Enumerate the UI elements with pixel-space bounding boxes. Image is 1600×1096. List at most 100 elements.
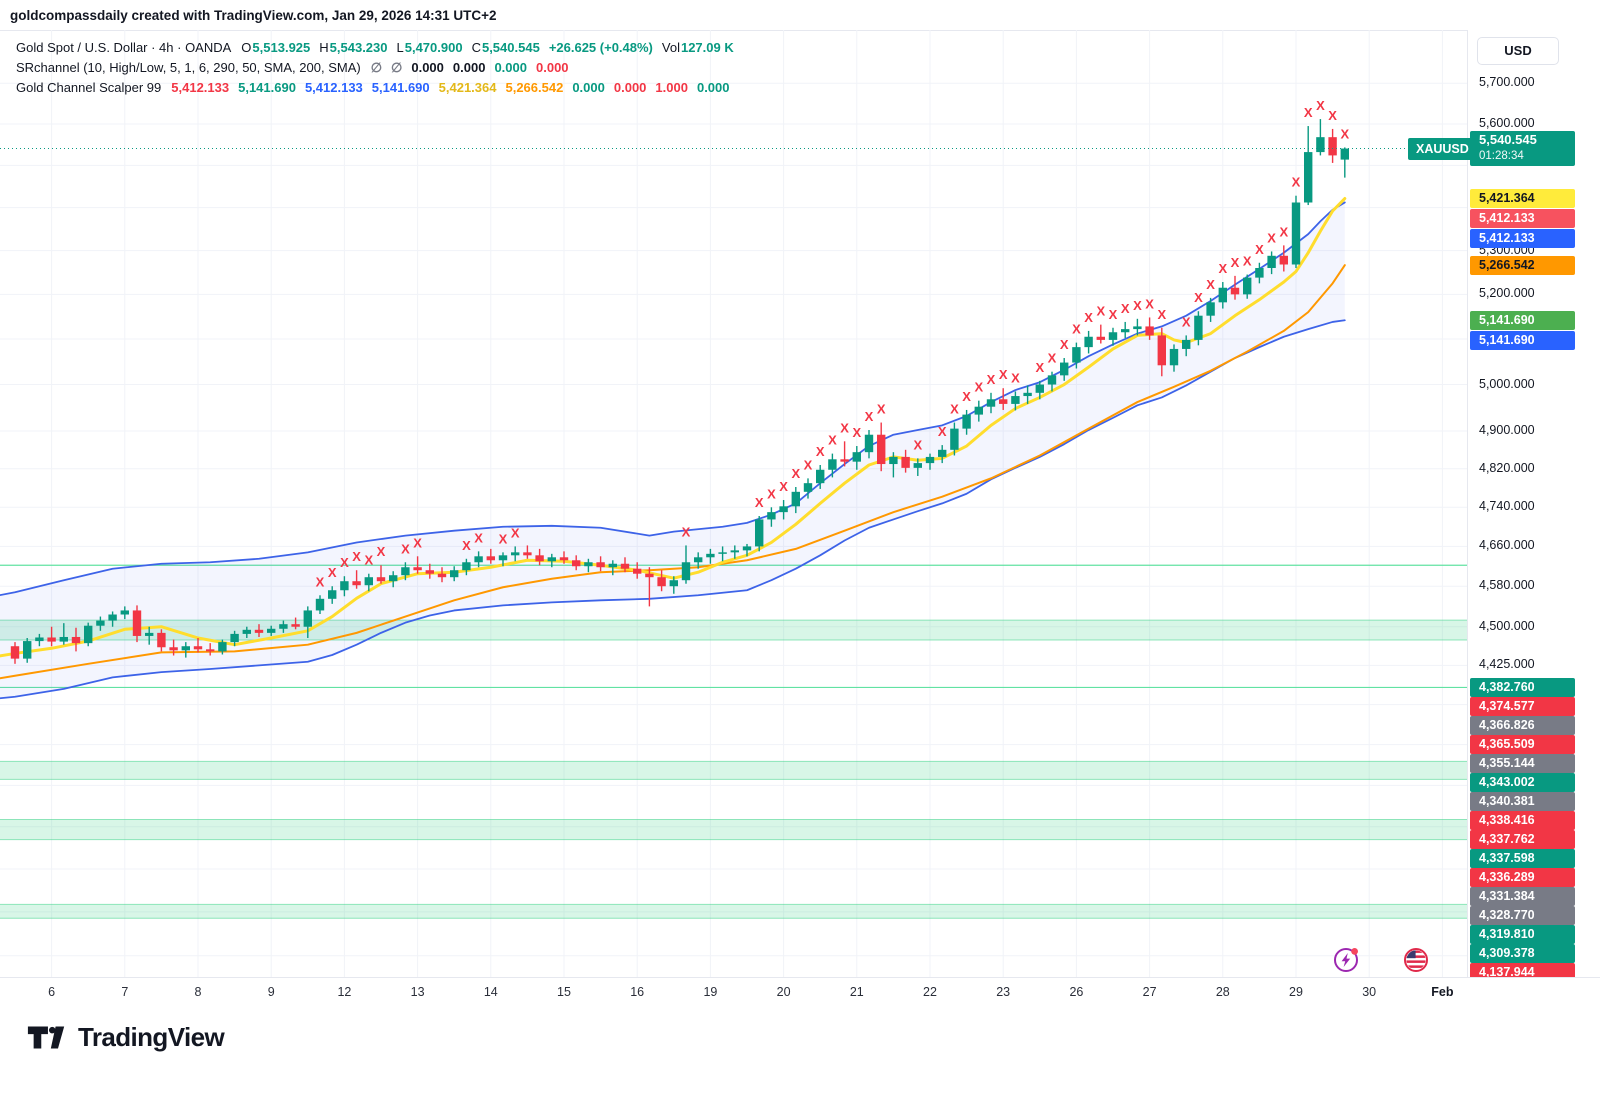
sr-price-label[interactable]: 4,337.762: [1470, 829, 1575, 849]
sr-zone-band: [0, 620, 1467, 641]
sr-price-label[interactable]: 4,319.810: [1470, 924, 1575, 944]
date-tick[interactable]: 23: [996, 985, 1011, 999]
candle-body: [315, 598, 325, 611]
ideas-flash-icon[interactable]: [1332, 946, 1360, 974]
date-tick[interactable]: 29: [1289, 985, 1303, 999]
date-tick[interactable]: 6: [48, 985, 56, 999]
date-tick[interactable]: 15: [557, 985, 571, 999]
legend-value: 0.000: [613, 80, 647, 95]
candle-body: [242, 629, 251, 634]
candle-body: [23, 641, 32, 659]
candle-body: [132, 610, 142, 636]
candle-body: [877, 434, 886, 465]
candle-body: [1230, 287, 1240, 295]
sr-price-label[interactable]: 4,336.289: [1470, 867, 1575, 887]
date-tick[interactable]: 7: [121, 985, 129, 999]
date-tick[interactable]: 21: [849, 985, 864, 999]
sell-signal-x: X: [1084, 310, 1093, 325]
candle-body: [1218, 287, 1227, 303]
candle-body: [267, 628, 276, 633]
candle-body: [1316, 137, 1325, 153]
sell-signal-x: X: [1145, 296, 1154, 311]
candle-body: [694, 557, 703, 563]
sell-signal-x: X: [1328, 108, 1337, 123]
symbol-price-tag[interactable]: XAUUSD: [1408, 137, 1477, 160]
date-tick[interactable]: 27: [1142, 985, 1157, 999]
watermark-attribution: goldcompassdaily created with TradingVie…: [10, 8, 497, 23]
indicator-price-label[interactable]: 5,141.690: [1470, 310, 1575, 330]
legend-title[interactable]: Gold Spot / U.S. Dollar · 4h · OANDA: [16, 40, 232, 55]
sr-price-label[interactable]: 4,340.381: [1470, 791, 1575, 811]
sr-price-label[interactable]: 4,309.378: [1470, 943, 1575, 963]
sr-price-label[interactable]: 4,366.826: [1470, 715, 1575, 735]
price-tick: 5,200.000: [1479, 286, 1535, 301]
date-tick[interactable]: Feb: [1431, 985, 1454, 999]
indicator-price-label[interactable]: 5,141.690: [1470, 330, 1575, 350]
sell-signal-x: X: [1060, 337, 1069, 352]
sr-zone-band: [0, 819, 1467, 840]
sr-price-label[interactable]: 4,382.760: [1470, 677, 1575, 697]
candle-body: [1304, 152, 1313, 203]
sell-signal-x: X: [1096, 304, 1105, 319]
legend-value: 0.000: [536, 60, 569, 75]
candle-body: [1072, 347, 1081, 363]
date-tick[interactable]: 8: [194, 985, 202, 999]
time-axis[interactable]: 6 7 8 9 12 13 14 15 16 19 20 21 22 23 26 27 28 29 30 Feb: [0, 977, 1600, 1012]
candle-body: [1121, 329, 1130, 333]
date-tick[interactable]: 13: [410, 985, 425, 999]
candle-body: [1267, 255, 1276, 268]
candle-body: [901, 456, 910, 468]
date-tick[interactable]: 19: [703, 985, 718, 999]
price-tick: 4,425.000: [1479, 657, 1535, 672]
date-tick[interactable]: 9: [267, 985, 275, 999]
candles-layer: [10, 119, 1349, 664]
legend-value: 5,266.542: [505, 80, 564, 95]
indicator-price-label[interactable]: 5,421.364: [1470, 189, 1575, 209]
legend-value: C5,540.545: [471, 40, 540, 55]
legend-title[interactable]: Gold Channel Scalper 99: [16, 80, 162, 95]
price-tick: 4,900.000: [1479, 422, 1535, 437]
sell-signal-x: X: [1304, 105, 1313, 120]
sell-signal-x: X: [1011, 370, 1020, 385]
legend-value: 1.000: [655, 80, 688, 95]
sell-signal-x: X: [462, 538, 471, 553]
candle-body: [523, 552, 532, 556]
sr-price-label[interactable]: 4,374.577: [1470, 696, 1575, 716]
sell-signal-x: X: [474, 530, 483, 545]
currency-button[interactable]: USD: [1477, 37, 1559, 65]
sr-price-label[interactable]: 4,338.416: [1470, 810, 1575, 830]
legend-value: 5,412.133: [171, 80, 230, 95]
sr-price-label[interactable]: 4,331.384: [1470, 886, 1575, 906]
date-tick[interactable]: 30: [1362, 985, 1377, 999]
candle-body: [120, 610, 129, 615]
date-tick[interactable]: 14: [483, 985, 498, 999]
tradingview-logo[interactable]: TradingView: [26, 1022, 225, 1053]
sell-signal-x: X: [1194, 290, 1203, 305]
candle-body: [389, 575, 398, 582]
legend-title[interactable]: SRchannel (10, High/Low, 5, 1, 6, 290, 5…: [16, 60, 361, 75]
indicator-price-label[interactable]: 5,412.133: [1470, 229, 1575, 249]
date-tick[interactable]: 12: [337, 985, 352, 999]
sr-price-label[interactable]: 4,365.509: [1470, 734, 1575, 754]
date-tick[interactable]: 16: [630, 985, 645, 999]
indicator-price-label[interactable]: 5,412.133: [1470, 209, 1575, 229]
candle-body: [938, 449, 947, 457]
sr-price-label[interactable]: 4,137.944: [1470, 962, 1575, 977]
date-tick[interactable]: 26: [1069, 985, 1084, 999]
sr-price-label[interactable]: 4,355.144: [1470, 753, 1575, 773]
legend-value: +26.625 (+0.48%): [548, 40, 653, 55]
indicator-price-label[interactable]: 5,266.542: [1470, 255, 1575, 275]
current-price-label[interactable]: 5,540.545 01:28:34: [1470, 131, 1575, 167]
date-tick[interactable]: 28: [1215, 985, 1230, 999]
sr-price-label[interactable]: 4,328.770: [1470, 905, 1575, 925]
date-tick[interactable]: 20: [776, 985, 791, 999]
date-tick[interactable]: 22: [923, 985, 937, 999]
price-axis[interactable]: USD 5,700.000 5,600.000 5,300.000 5,200.000…: [1467, 30, 1600, 977]
sr-price-label[interactable]: 4,343.002: [1470, 772, 1575, 792]
candle-body: [47, 637, 56, 642]
sr-price-label[interactable]: 4,337.598: [1470, 848, 1575, 868]
candle-body: [925, 456, 935, 464]
us-flag-event-icon[interactable]: [1402, 946, 1430, 974]
